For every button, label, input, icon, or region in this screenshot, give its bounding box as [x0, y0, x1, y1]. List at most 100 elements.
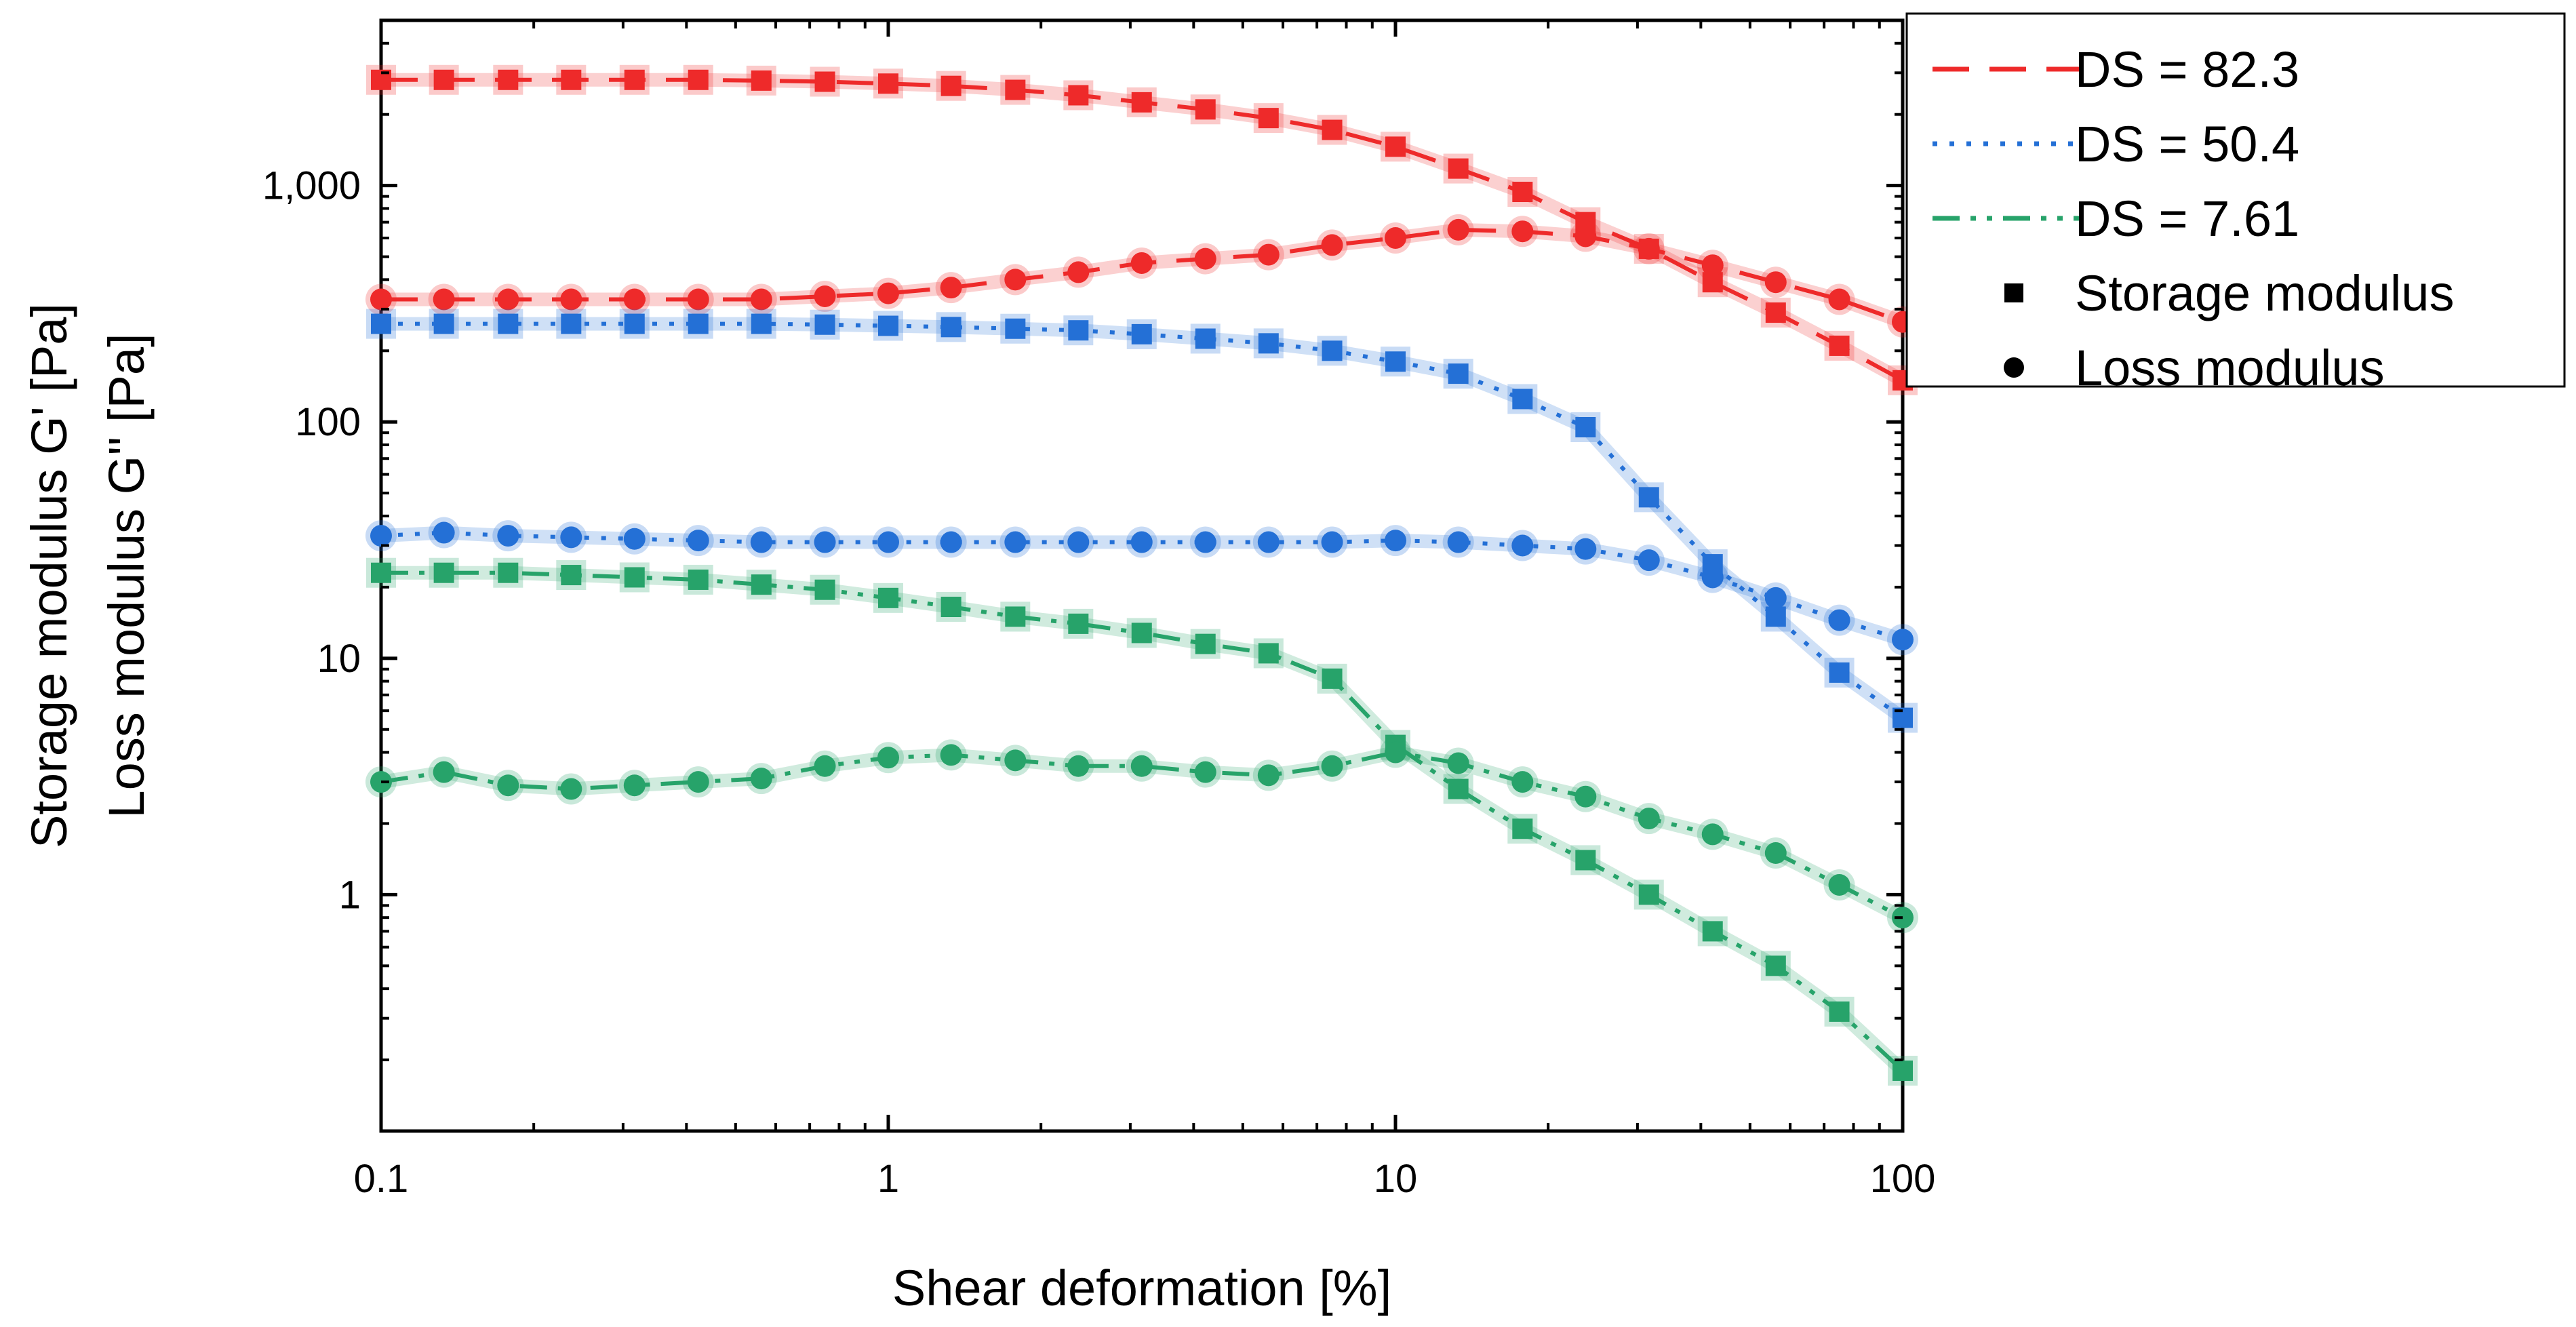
data-point [688, 69, 709, 90]
data-point [1195, 328, 1216, 349]
data-point [1828, 288, 1850, 311]
data-point [433, 69, 454, 90]
data-point [561, 69, 582, 90]
data-point [1385, 351, 1406, 372]
data-point [1194, 247, 1216, 270]
data-point [1321, 531, 1343, 553]
data-point [1574, 785, 1597, 808]
data-point [750, 531, 772, 553]
data-point [1447, 218, 1469, 241]
y-tick-label: 100 [295, 400, 361, 444]
data-point [814, 285, 836, 307]
legend: DS = 82.3 DS = 50.4 DS = 7.61 Storage modul… [1905, 12, 2566, 396]
x-axis-title: Shear deformation [%] [892, 1260, 1391, 1316]
data-point [623, 774, 646, 797]
data-point [1764, 587, 1787, 609]
x-tick-label: 0.1 [354, 1157, 409, 1201]
axes-layer: 0.1 1 10 100 1 10 100 1,000 [262, 20, 1936, 1201]
data-point [877, 282, 899, 304]
data-point [1701, 566, 1724, 589]
data-point [688, 313, 709, 334]
data-point [1764, 842, 1787, 865]
data-point [1829, 662, 1850, 683]
data-point [1765, 302, 1786, 323]
data-point [751, 574, 772, 595]
data-point [1638, 237, 1660, 260]
data-point [1005, 318, 1026, 339]
data-point [1638, 487, 1659, 508]
data-point [560, 526, 582, 549]
data-point [498, 313, 519, 334]
data-point [878, 315, 898, 336]
data-point [940, 75, 962, 96]
data-point [560, 288, 582, 311]
legend-entry-loss-modulus: Loss modulus [2004, 340, 2385, 396]
data-point [371, 562, 391, 583]
x-tick-label: 100 [1870, 1157, 1936, 1201]
data-point [1258, 643, 1279, 664]
data-point [1701, 254, 1724, 277]
data-point [497, 774, 519, 797]
data-point [1005, 606, 1026, 627]
data-point [497, 525, 519, 547]
data-point [1068, 613, 1089, 634]
legend-entry-ds-50-4: DS = 50.4 [1933, 116, 2299, 172]
data-point [1765, 955, 1786, 976]
data-point [1701, 823, 1724, 846]
data-point [1385, 530, 1406, 552]
data-point [814, 755, 836, 777]
data-point [1131, 92, 1152, 113]
data-point [1005, 79, 1026, 100]
data-point [497, 288, 519, 311]
data-point [1321, 234, 1343, 256]
data-point [1702, 921, 1723, 942]
data-point [1385, 136, 1406, 157]
legend-entry-ds-7-61: DS = 7.61 [1933, 191, 2299, 247]
y-tick-label: 10 [317, 637, 361, 681]
legend-label: Storage modulus [2075, 265, 2454, 321]
data-point [433, 313, 454, 334]
data-point [1322, 340, 1343, 361]
data-point [1004, 531, 1027, 553]
data-point [687, 771, 709, 793]
data-point [751, 313, 772, 334]
data-point [1829, 1001, 1850, 1022]
data-point [1512, 182, 1533, 203]
data-point [1004, 269, 1027, 291]
data-point [560, 778, 582, 800]
series-ds-7-61-storage [366, 557, 1918, 1086]
data-point [370, 525, 392, 547]
data-point [371, 313, 391, 334]
series-ds-50-4-loss [365, 517, 1918, 656]
data-point [561, 313, 582, 334]
data-point [1067, 531, 1090, 553]
data-point [814, 579, 835, 600]
legend-circle-marker [2004, 357, 2024, 378]
legend-square-marker [2004, 283, 2023, 302]
data-point [624, 567, 645, 588]
series-ds-82-3-loss [365, 214, 1918, 338]
data-point [1068, 320, 1089, 341]
data-point [1638, 808, 1660, 830]
data-point [687, 288, 709, 311]
data-point [1448, 363, 1469, 384]
data-point [1447, 752, 1469, 774]
data-point [1067, 261, 1090, 283]
data-point [1321, 755, 1343, 777]
data-point [370, 288, 392, 311]
data-point [1511, 771, 1534, 793]
data-point [1448, 158, 1469, 179]
data-point [1385, 741, 1406, 764]
data-point [1448, 778, 1469, 799]
data-point [940, 317, 962, 338]
data-point [1574, 225, 1597, 247]
series-layer [365, 64, 1918, 1086]
data-point [1130, 252, 1153, 274]
legend-label: DS = 7.61 [2075, 191, 2299, 247]
data-point [433, 761, 455, 783]
data-point [1828, 609, 1850, 631]
data-point [1829, 335, 1850, 356]
y-tick-label: 1,000 [262, 164, 361, 208]
data-point [624, 313, 645, 334]
data-point [624, 69, 645, 90]
